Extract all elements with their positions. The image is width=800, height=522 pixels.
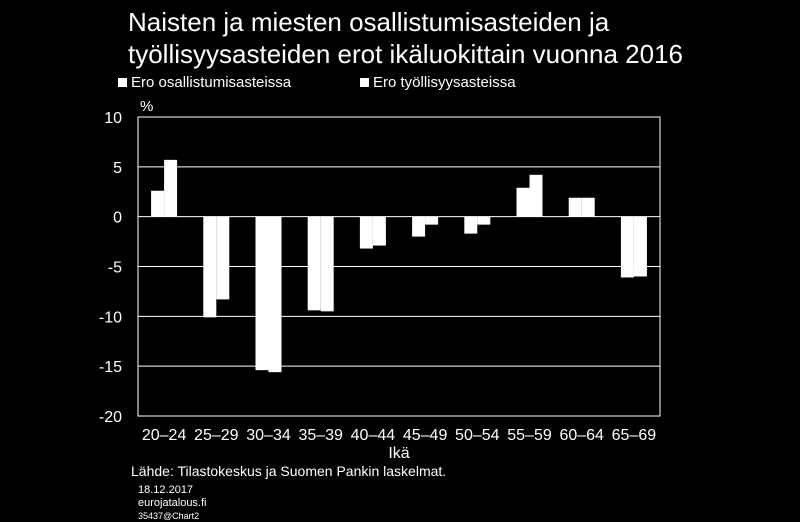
footer-site: eurojatalous.fi [138,497,207,509]
chart-title-line-2: työllisyysasteiden erot ikäluokittain vu… [128,39,684,69]
bar-tyollisyys-5 [425,216,439,225]
bar-tyollisyys-8 [581,197,595,217]
bar-osallistuminen-2 [255,216,269,371]
legend-swatch-osallistuminen [118,78,127,87]
y-axis-unit: % [140,98,154,115]
y-tick-label: 10 [104,110,122,127]
chart-title-line-1: Naisten ja miesten osallistumisasteiden … [128,7,610,37]
legend-item-osallistuminen: Ero osallistumisasteissa [118,74,291,91]
legend-label-tyollisyys: Ero työllisyysasteissa [373,74,516,91]
legend-label-osallistuminen: Ero osallistumisasteissa [131,74,292,91]
x-tick-label: 30–34 [246,427,291,444]
legend-item-tyollisyys: Ero työllisyysasteissa [360,74,516,91]
x-tick-label: 40–44 [351,427,396,444]
bar-tyollisyys-0 [164,159,178,217]
bar-tyollisyys-4 [372,216,386,246]
bar-osallistuminen-8 [568,197,582,217]
y-tick-label: 5 [113,160,122,177]
y-tick-label: 0 [113,210,122,227]
x-tick-label: 55–59 [507,427,552,444]
bar-osallistuminen-6 [464,216,478,234]
x-tick-label: 35–39 [298,427,343,444]
bar-tyollisyys-9 [633,216,647,277]
bar-tyollisyys-1 [216,216,230,300]
y-tick-label: -20 [99,409,122,426]
x-tick-label: 50–54 [455,427,500,444]
x-tick-label: 25–29 [194,427,239,444]
y-tick-label: -10 [99,309,122,326]
bar-osallistuminen-7 [516,187,530,217]
y-tick-label: -5 [108,260,122,277]
bar-tyollisyys-7 [529,174,543,217]
bar-tyollisyys-6 [477,216,491,225]
bar-osallistuminen-5 [412,216,426,237]
bar-osallistuminen-9 [620,216,634,278]
bar-tyollisyys-3 [320,216,334,312]
y-tick-label: -15 [99,359,122,376]
footer-code: 35437@Chart2 [138,511,200,521]
x-tick-label: 20–24 [142,427,187,444]
x-tick-label: 65–69 [612,427,657,444]
legend-swatch-tyollisyys [360,78,369,87]
bar-osallistuminen-0 [151,190,165,217]
bar-osallistuminen-4 [359,216,373,249]
chart-title: Naisten ja miesten osallistumisasteiden … [128,6,788,70]
x-tick-label: 45–49 [403,427,448,444]
bar-osallistuminen-1 [203,216,217,318]
bar-tyollisyys-2 [268,216,282,373]
x-tick-label: 60–64 [559,427,604,444]
bar-osallistuminen-3 [307,216,321,311]
source-note: Lähde: Tilastokeskus ja Suomen Pankin la… [131,463,447,479]
x-axis-label: Ikä [388,445,409,462]
footer-date: 18.12.2017 [138,484,194,496]
